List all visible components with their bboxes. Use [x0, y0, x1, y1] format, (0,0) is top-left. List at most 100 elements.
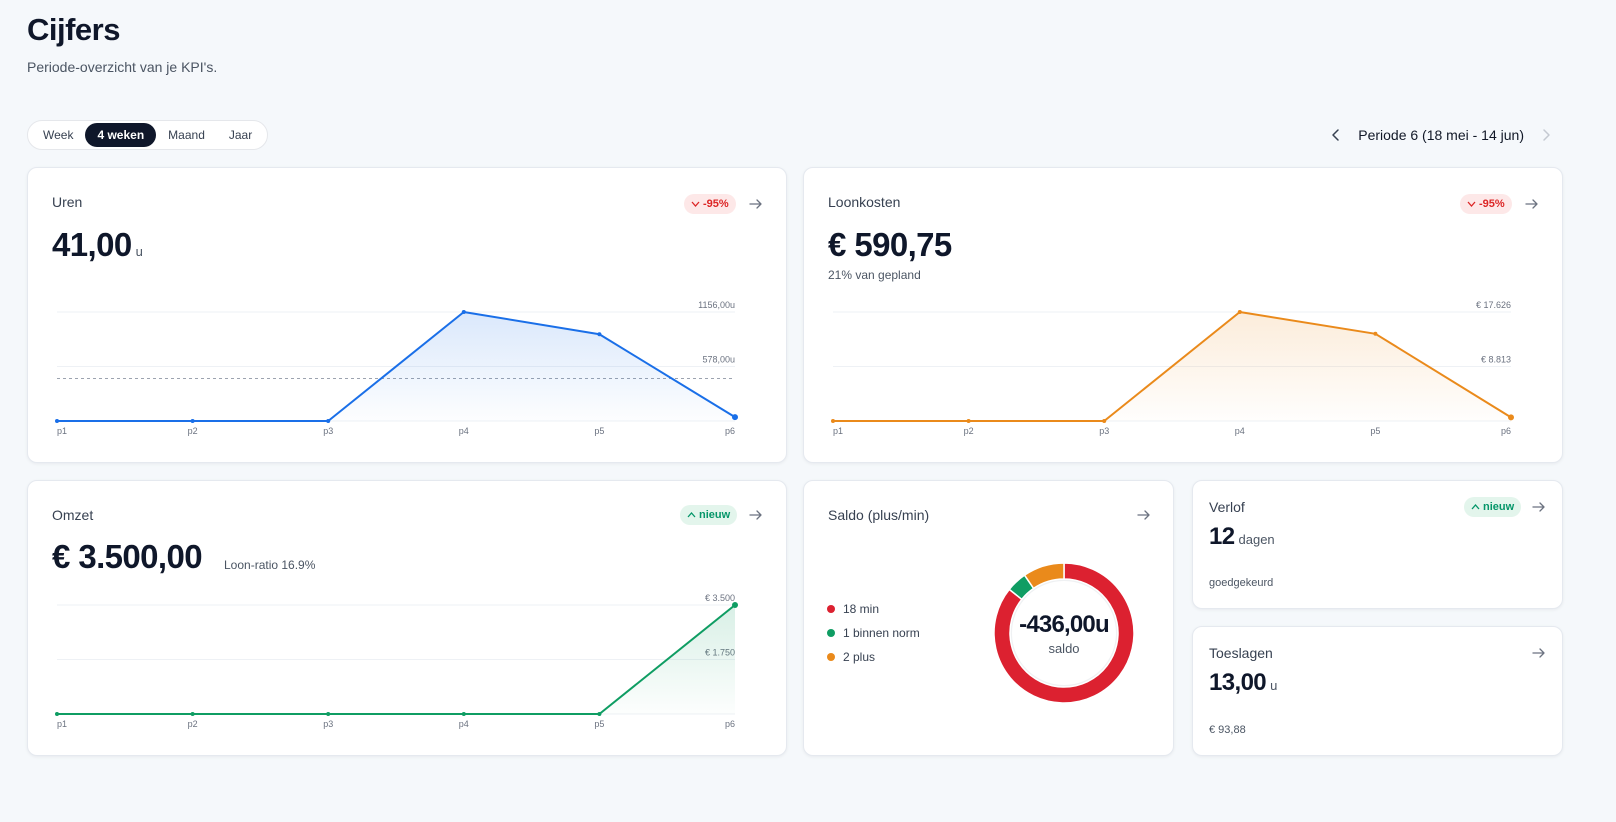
badge-text: -95% — [703, 198, 729, 210]
data-point — [597, 712, 602, 716]
x-tick-label: p2 — [964, 426, 974, 436]
data-point — [461, 712, 466, 716]
data-point — [190, 712, 195, 716]
card-title: Uren — [52, 194, 83, 210]
card-title: Saldo (plus/min) — [828, 507, 930, 523]
kpi-subtext: € 93,88 — [1209, 724, 1246, 736]
data-point — [1102, 419, 1107, 423]
tab-maand[interactable]: Maand — [168, 128, 205, 142]
value-number: 12 — [1209, 523, 1235, 550]
arrow-right-icon[interactable] — [1136, 508, 1152, 522]
chevron-up-icon — [1471, 504, 1480, 510]
data-point — [326, 712, 331, 716]
legend-dot — [827, 605, 835, 613]
x-tick-label: p6 — [725, 426, 735, 436]
x-tick-label: p6 — [725, 719, 735, 729]
y-tick-label: € 17.626 — [1476, 300, 1511, 310]
x-tick-label: p3 — [323, 426, 333, 436]
arrow-right-icon[interactable] — [748, 197, 764, 211]
x-tick-label: p2 — [188, 719, 198, 729]
legend-dot — [827, 653, 835, 661]
saldo-card[interactable]: Saldo (plus/min) 18 min 1 binnen norm 2 … — [803, 480, 1174, 756]
badge-text: nieuw — [699, 509, 731, 521]
chevron-right-icon[interactable] — [1538, 125, 1554, 145]
legend-label: 18 min — [843, 602, 880, 616]
x-tick-label: p4 — [459, 719, 469, 729]
x-tick-label: p4 — [1235, 426, 1245, 436]
chevron-left-icon[interactable] — [1328, 125, 1344, 145]
chevron-up-icon — [687, 512, 696, 518]
period-label: Periode 6 (18 mei - 14 jun) — [1358, 127, 1524, 143]
loonkosten-card[interactable]: Loonkosten -95% € 590,75 21% van gepland… — [803, 167, 1563, 463]
x-tick-label: p2 — [188, 426, 198, 436]
value-number: 41,00 — [52, 226, 132, 263]
kpi-value: 12 dagen — [1209, 523, 1275, 551]
y-tick-label: € 3.500 — [705, 593, 735, 603]
series-area — [57, 605, 735, 714]
period-navigator: Periode 6 (18 mei - 14 jun) — [1328, 125, 1554, 145]
kpi-value: 41,00 u — [52, 226, 143, 264]
data-point — [326, 419, 331, 423]
data-point — [831, 419, 835, 423]
card-title: Toeslagen — [1209, 645, 1273, 661]
toeslagen-card[interactable]: Toeslagen 13,00 u € 93,88 — [1192, 626, 1563, 756]
data-point — [732, 602, 738, 608]
change-badge: nieuw — [1464, 497, 1522, 517]
tab-4-weken[interactable]: 4 weken — [85, 123, 157, 147]
card-title: Omzet — [52, 507, 94, 523]
saldo-legend: 18 min 1 binnen norm 2 plus — [827, 597, 920, 669]
donut-slice-2 — [1023, 562, 1065, 590]
x-tick-label: p5 — [594, 426, 604, 436]
legend-label: 1 binnen norm — [843, 626, 920, 640]
legend-item-min: 18 min — [827, 597, 920, 621]
kpi-subtext: goedgekeurd — [1209, 577, 1274, 589]
x-tick-label: p4 — [459, 426, 469, 436]
tab-jaar[interactable]: Jaar — [228, 128, 253, 142]
donut-inner-shadow — [1010, 579, 1118, 687]
arrow-right-icon[interactable] — [1531, 500, 1547, 514]
page-subtitle: Periode-overzicht van je KPI's. — [27, 59, 218, 75]
saldo-value: -436,00u — [1019, 610, 1109, 638]
x-tick-label: p6 — [1501, 426, 1511, 436]
change-badge: -95% — [1460, 194, 1512, 214]
data-point — [1508, 414, 1514, 421]
card-title: Verlof — [1209, 499, 1245, 515]
verlof-card[interactable]: Verlof nieuw 12 dagen goedgekeurd — [1192, 480, 1563, 609]
series-line — [57, 311, 736, 422]
value-number: 13,00 — [1209, 669, 1267, 696]
x-tick-label: p3 — [1099, 426, 1109, 436]
kpi-value: € 590,75 — [828, 226, 952, 263]
kpi-value: 13,00 u — [1209, 669, 1277, 697]
y-tick-label: 1156,00u — [698, 300, 735, 310]
chevron-down-icon — [1467, 201, 1476, 207]
chevron-down-icon — [691, 201, 700, 207]
data-point — [732, 414, 738, 421]
arrow-right-icon[interactable] — [1531, 646, 1547, 660]
value-unit: dagen — [1238, 532, 1275, 547]
uren-chart: 1156,00u 578,00u p1 p2 p3 p4 p5 p6 — [55, 300, 738, 436]
loonkosten-chart: € 17.626 € 8.813 p1 p2 p3 p4 p5 p6 — [831, 300, 1514, 436]
arrow-right-icon[interactable] — [1524, 197, 1540, 211]
change-badge: nieuw — [680, 505, 738, 525]
series-line — [57, 604, 736, 715]
data-point — [597, 332, 602, 337]
uren-card[interactable]: Uren -95% 41,00 u 1156,00u 578,00u p1 p2 p3 p4… — [27, 167, 787, 463]
change-badge: -95% — [684, 194, 736, 214]
omzet-card[interactable]: Omzet nieuw € 3.500,00 Loon-ratio 16.9% … — [27, 480, 787, 756]
x-tick-label: p1 — [57, 426, 67, 436]
data-point — [55, 712, 59, 716]
data-point — [966, 419, 971, 423]
x-tick-label: p1 — [833, 426, 843, 436]
arrow-right-icon[interactable] — [748, 508, 764, 522]
series-line — [833, 311, 1512, 422]
donut-slice-0 — [993, 562, 1135, 704]
legend-item-plus: 2 plus — [827, 645, 920, 669]
data-point — [461, 310, 466, 314]
kpi-subtext: Loon-ratio 16.9% — [224, 558, 316, 572]
saldo-donut: -436,00u saldo — [984, 553, 1144, 713]
page-title: Cijfers — [27, 12, 120, 47]
data-point — [1373, 331, 1378, 336]
kpi-value: € 3.500,00 — [52, 538, 203, 575]
tab-week[interactable]: Week — [43, 128, 74, 142]
legend-item-norm: 1 binnen norm — [827, 621, 920, 645]
